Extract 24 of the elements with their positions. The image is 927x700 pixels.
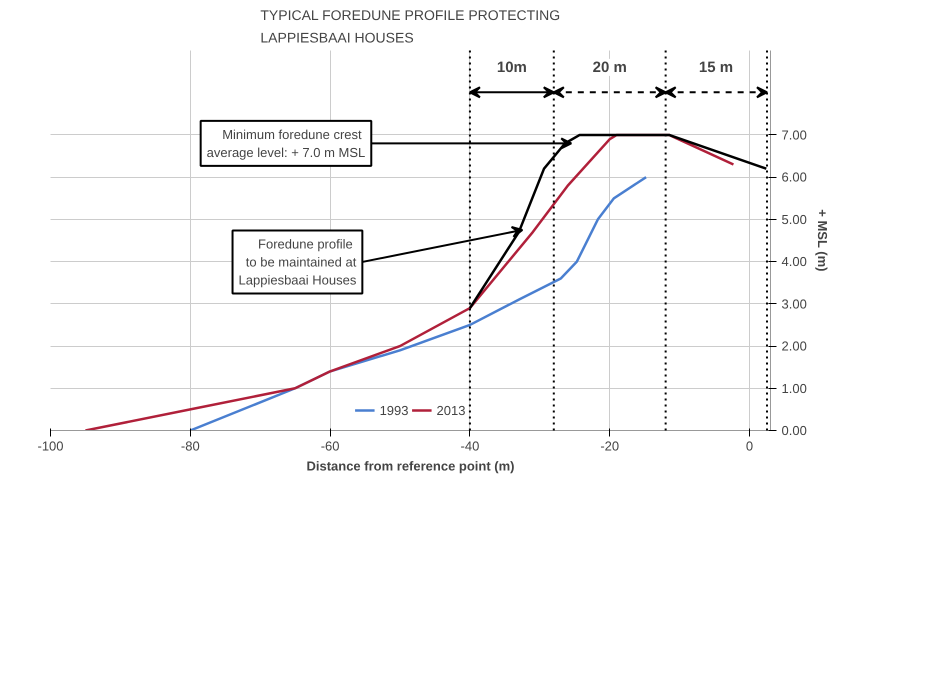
y-tick-label: 1.00: [782, 380, 807, 396]
y-tick-label: 0.00: [782, 423, 807, 438]
x-axis-title: Distance from reference point (m): [306, 458, 515, 474]
y-tick-label: 7.00: [782, 127, 807, 142]
annotation: Foredune profile to be maintained at Lappiesbaai Houses: [238, 236, 357, 288]
legend-label: 1993: [380, 402, 408, 418]
y-tick-label: 5.00: [782, 212, 807, 227]
x-tick-label: -40: [460, 438, 480, 454]
x-tick-label: 0: [746, 438, 754, 454]
y-tick-label: 4.00: [782, 254, 807, 270]
x-tick-label: -100: [37, 438, 64, 454]
legend-label: 2013: [436, 402, 466, 418]
y-axis-title: + MSL (m): [814, 209, 830, 272]
y-tick-label: 6.00: [782, 170, 807, 185]
y-tick-label: 3.00: [782, 296, 807, 312]
annotation: Minimum foredune crest average level: + 7.0 m MSL: [206, 126, 366, 160]
x-tick-label: -20: [600, 438, 620, 454]
y-tick-label: 2.00: [782, 338, 807, 354]
chart-title: TYPICAL FOREDUNE PROFILE PROTECTING LAPPIESBAAI HOUSES: [260, 7, 560, 46]
annotation: 10m: [496, 58, 527, 76]
x-tick-label: -60: [320, 438, 340, 454]
annotation: 15 m: [698, 58, 734, 76]
x-tick-label: -80: [180, 438, 200, 454]
annotation: 20 m: [592, 58, 627, 76]
